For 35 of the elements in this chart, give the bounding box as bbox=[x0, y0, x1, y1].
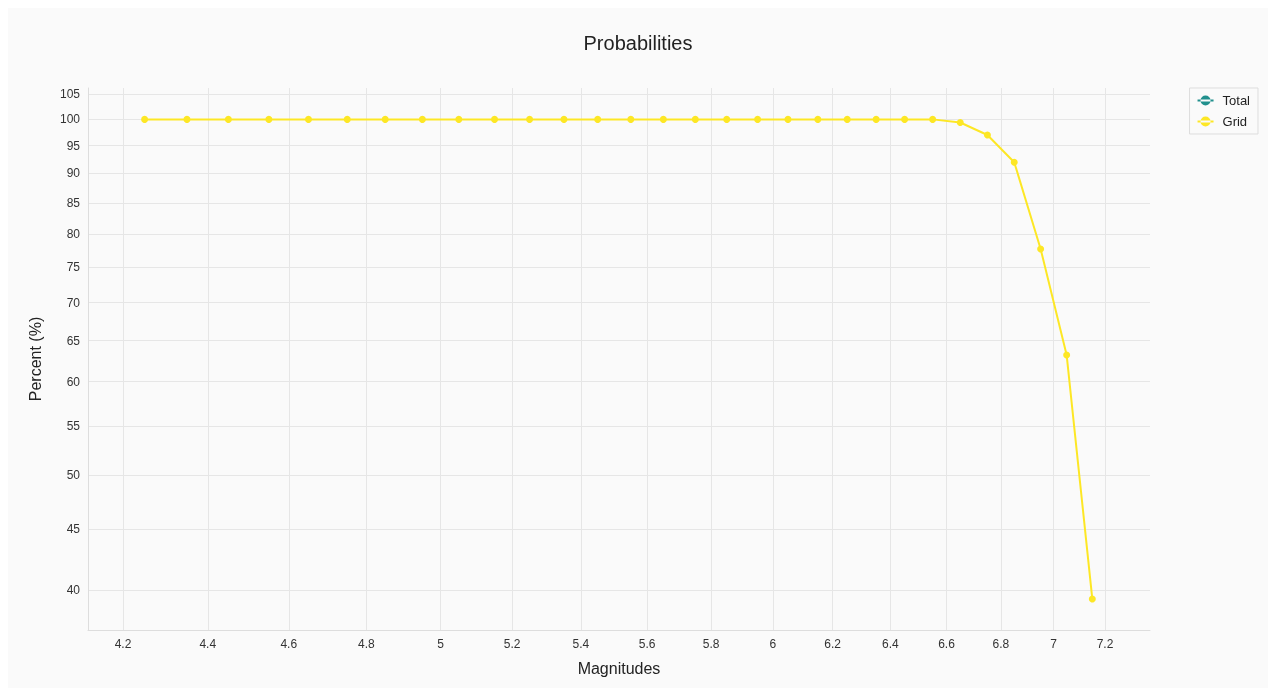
x-tick-label: 5 bbox=[437, 637, 445, 651]
y-tick-label: 95 bbox=[66, 138, 81, 153]
x-tick-label: 6.8 bbox=[992, 637, 1010, 651]
y-tick-label: 65 bbox=[66, 333, 81, 348]
x-tick-label: 7 bbox=[1050, 637, 1058, 651]
y-tick-label: 100 bbox=[59, 112, 81, 127]
y-tick-label: 40 bbox=[66, 582, 81, 597]
y-tick-label: 45 bbox=[66, 522, 81, 537]
x-tick-label: 6 bbox=[769, 637, 777, 651]
y-axis-title: Percent (%) bbox=[26, 316, 44, 402]
x-tick-label: 5.8 bbox=[702, 637, 720, 651]
x-tick-label: 6.4 bbox=[882, 637, 900, 651]
x-tick-label: 4.8 bbox=[357, 637, 375, 651]
x-tick-label: 4.4 bbox=[199, 637, 217, 651]
y-tick-label: 70 bbox=[66, 295, 81, 310]
y-tick-label: 105 bbox=[59, 87, 81, 102]
y-tick-label: 80 bbox=[66, 226, 81, 241]
x-tick-label: 6.6 bbox=[938, 637, 956, 651]
legend-label: Total bbox=[1222, 93, 1251, 108]
y-tick-label: 75 bbox=[66, 260, 81, 275]
y-tick-label: 55 bbox=[66, 419, 81, 434]
x-tick-label: 4.6 bbox=[280, 637, 298, 651]
x-tick-label: 5.2 bbox=[503, 637, 521, 651]
legend-label: Grid bbox=[1222, 114, 1248, 129]
y-tick-label: 50 bbox=[66, 468, 81, 483]
y-tick-label: 60 bbox=[66, 374, 81, 389]
y-tick-label: 85 bbox=[66, 195, 81, 210]
x-axis-title: Magnitudes bbox=[577, 659, 661, 677]
x-tick-label: 6.2 bbox=[824, 637, 842, 651]
chart-title: Probabilities bbox=[583, 32, 693, 54]
x-tick-label: 5.4 bbox=[572, 637, 590, 651]
x-tick-label: 4.2 bbox=[114, 637, 132, 651]
x-tick-label: 5.6 bbox=[638, 637, 656, 651]
x-tick-label: 7.2 bbox=[1096, 637, 1114, 651]
y-tick-label: 90 bbox=[66, 166, 81, 181]
